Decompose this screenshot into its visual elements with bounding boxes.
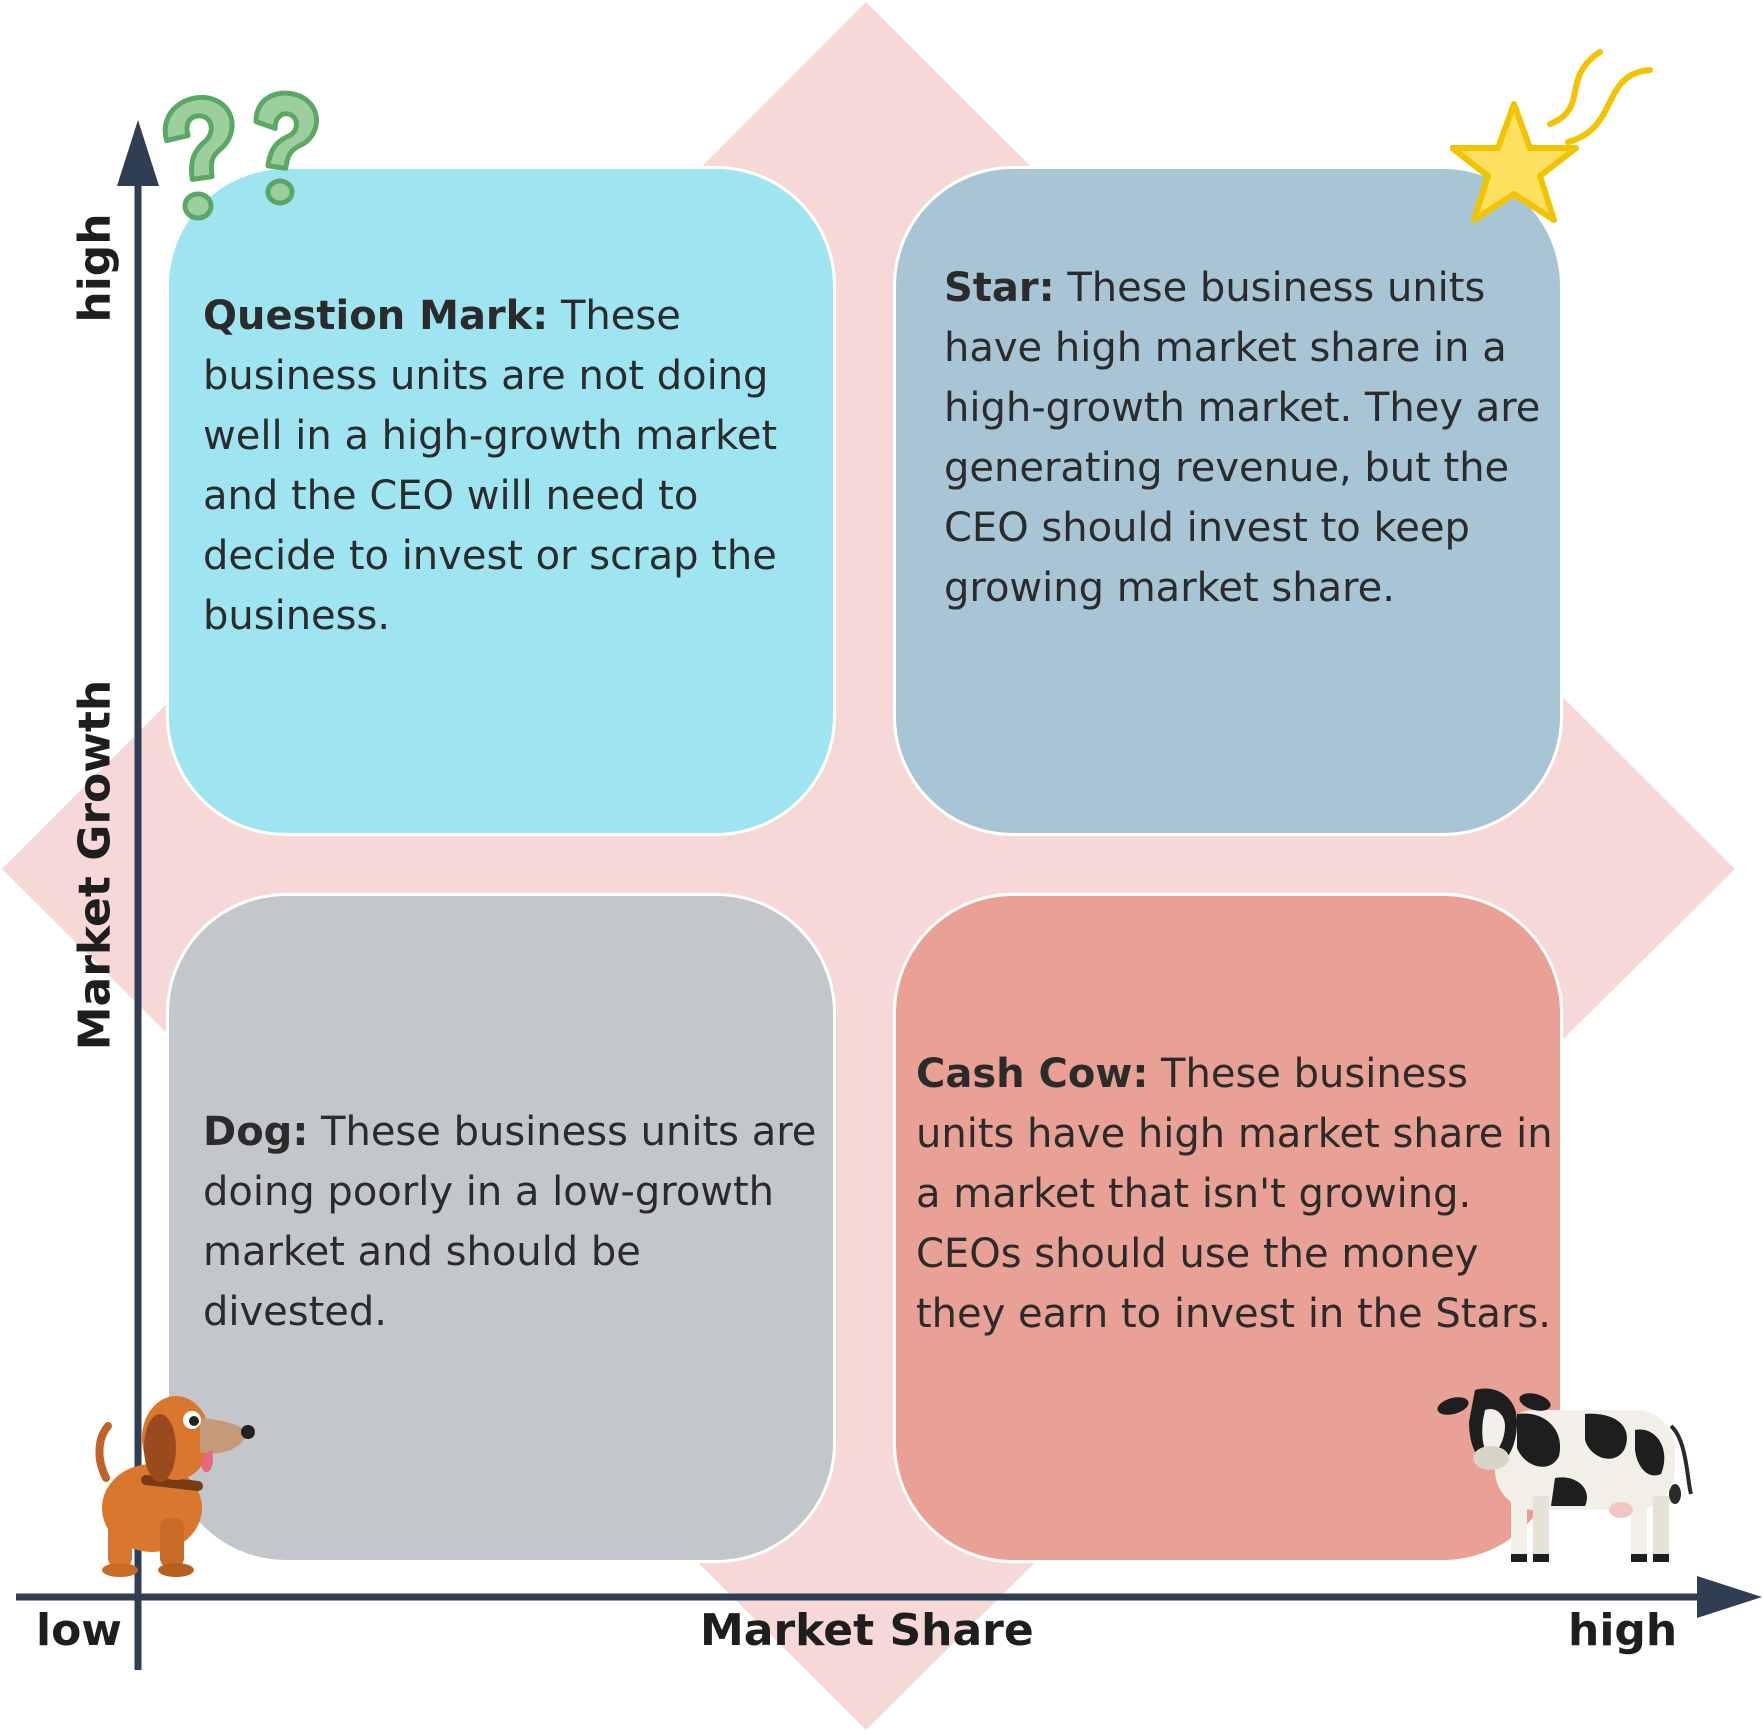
question-mark-quadrant bbox=[166, 166, 836, 836]
y-axis-high-label: high bbox=[69, 213, 121, 323]
dog-title: Dog: bbox=[203, 1109, 309, 1155]
dog-quadrant bbox=[166, 893, 836, 1563]
y-axis-title: Market Growth bbox=[69, 679, 121, 1051]
question-mark-text: These business units are not doing well … bbox=[203, 293, 778, 639]
question-mark-title: Question Mark: bbox=[203, 293, 549, 339]
x-axis-arrowhead bbox=[1697, 1576, 1762, 1618]
star-text: These business units have high market sh… bbox=[944, 265, 1541, 611]
dog-icon bbox=[95, 1396, 255, 1577]
cash-cow-title: Cash Cow: bbox=[916, 1051, 1149, 1097]
shooting-star-icon bbox=[1450, 49, 1653, 223]
star-title: Star: bbox=[944, 265, 1055, 311]
star-description: Star: These business units have high mar… bbox=[944, 258, 1554, 618]
question-mark-description: Question Mark: These business units are … bbox=[203, 286, 803, 646]
cash-cow-description: Cash Cow: These business units have high… bbox=[916, 1044, 1556, 1344]
y-axis-arrowhead bbox=[117, 120, 159, 186]
star-quadrant bbox=[893, 166, 1563, 836]
dog-text: These business units are doing poorly in… bbox=[203, 1109, 817, 1335]
question-marks-icon bbox=[162, 90, 319, 221]
cash-cow-text: These business units have high market sh… bbox=[916, 1051, 1553, 1337]
x-axis-title: Market Share bbox=[700, 1605, 1034, 1656]
x-axis-high-label: high bbox=[1568, 1605, 1678, 1656]
dog-description: Dog: These business units are doing poor… bbox=[203, 1102, 823, 1342]
cash-cow-quadrant bbox=[893, 893, 1563, 1563]
x-axis-low-label: low bbox=[36, 1605, 122, 1656]
cow-icon bbox=[1437, 1388, 1693, 1562]
